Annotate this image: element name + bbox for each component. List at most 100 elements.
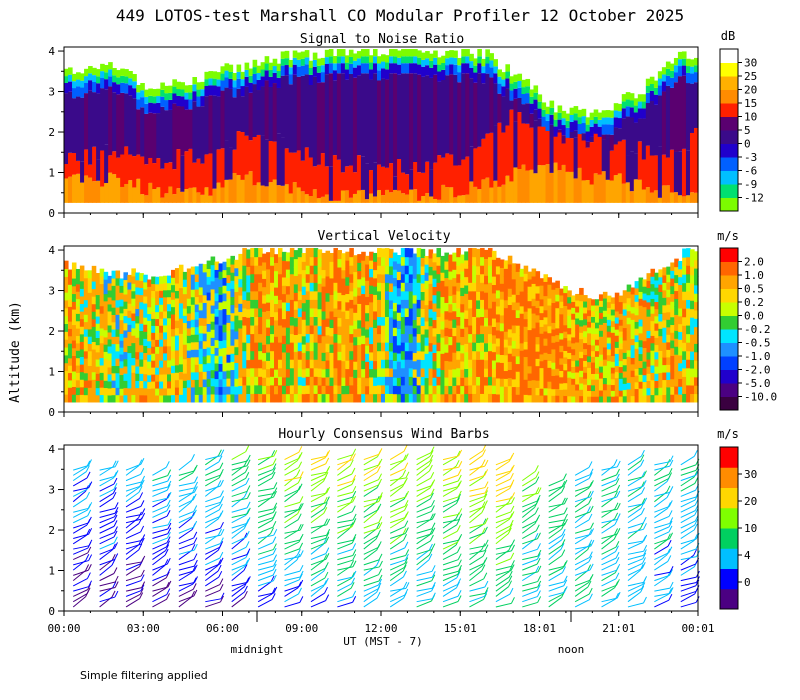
wind-barb-flag [484, 517, 489, 525]
velocity-cell [67, 328, 73, 337]
velocity-cell [551, 368, 556, 376]
wind-barb-flag [87, 516, 92, 524]
snr-cell [332, 200, 338, 203]
wind-barb [205, 534, 222, 540]
velocity-cell [107, 338, 113, 347]
snr-cell [276, 185, 282, 203]
velocity-cell [262, 319, 267, 329]
snr-cell [401, 56, 406, 64]
velocity-cell [571, 325, 576, 332]
velocity-cell [75, 335, 81, 344]
velocity-cell [285, 252, 291, 262]
velocity-cell [131, 283, 136, 292]
velocity-cell [178, 356, 184, 365]
velocity-cell [682, 308, 687, 318]
wind-barb-flag [535, 565, 540, 573]
wind-barb [495, 516, 512, 524]
velocity-cell [515, 263, 521, 272]
wind-barb-flag [243, 490, 248, 498]
velocity-cell [250, 342, 255, 352]
snr-cell [112, 151, 117, 175]
velocity-cell [321, 393, 327, 403]
wind-barb [469, 533, 483, 545]
velocity-cell [480, 282, 485, 292]
velocity-cell [602, 371, 608, 379]
wind-barb-flag [324, 586, 328, 594]
velocity-cell [432, 335, 438, 345]
velocity-cell [622, 389, 628, 397]
velocity-cell [111, 387, 117, 396]
velocity-cell [170, 291, 176, 300]
velocity-cell [468, 367, 473, 377]
colorbar-label: -10.0 [744, 391, 777, 404]
velocity-cell [155, 387, 160, 396]
snr-cell [517, 169, 523, 203]
wind-barb-flag [86, 491, 90, 499]
velocity-cell [420, 248, 426, 259]
velocity-cell [670, 301, 675, 310]
wind-barb-flag [324, 471, 329, 479]
snr-cell [605, 110, 611, 118]
velocity-cell [666, 349, 671, 358]
wind-barb [178, 529, 193, 539]
velocity-cell [519, 305, 525, 314]
velocity-cell [610, 297, 616, 304]
velocity-cell [428, 291, 434, 301]
velocity-cell [654, 308, 659, 317]
wind-barb [310, 553, 326, 561]
snr-cell [364, 63, 370, 74]
velocity-cell [79, 295, 85, 305]
snr-cell [405, 63, 410, 74]
velocity-cell [357, 393, 362, 403]
wind-barb [363, 591, 377, 603]
velocity-cell [95, 351, 101, 360]
wind-barb [522, 563, 538, 571]
velocity-cell [638, 339, 644, 348]
velocity-cell [610, 378, 616, 386]
wind-barb-flag [379, 492, 383, 499]
velocity-cell [222, 378, 228, 387]
velocity-cell [634, 307, 640, 316]
wind-barb-flag [537, 565, 542, 573]
wind-barb [152, 577, 167, 587]
velocity-cell [270, 367, 275, 377]
wind-barb [257, 574, 274, 582]
velocity-cell [555, 395, 560, 403]
wind-barb [495, 602, 512, 608]
snr-cell [597, 119, 603, 127]
wind-barb-flag [167, 491, 172, 499]
snr-cell [533, 92, 539, 100]
velocity-cell [107, 303, 113, 312]
velocity-cell [163, 394, 168, 403]
velocity-cell [262, 294, 267, 304]
velocity-cell [511, 332, 517, 341]
snr-cell [100, 186, 105, 203]
velocity-cell [420, 274, 426, 284]
wind-barb-flag [246, 459, 251, 466]
velocity-cell [313, 248, 319, 258]
velocity-cell [254, 290, 259, 300]
velocity-cell [135, 351, 140, 360]
wind-barb [257, 517, 274, 524]
snr-cell [653, 87, 659, 95]
velocity-cell [301, 360, 307, 370]
velocity-cell [527, 380, 533, 389]
velocity-cell [341, 253, 346, 263]
snr-cell [485, 177, 490, 203]
snr-cell [328, 49, 334, 57]
velocity-cell [579, 319, 584, 327]
velocity-cell [583, 318, 588, 326]
velocity-cell [210, 264, 216, 274]
velocity-cell [258, 350, 263, 360]
wind-barb-flag [272, 458, 277, 465]
velocity-cell [155, 381, 160, 389]
velocity-cell [614, 389, 620, 397]
velocity-cell [277, 256, 283, 266]
velocity-cell [163, 366, 168, 375]
velocity-cell [670, 355, 675, 364]
snr-cell [156, 88, 161, 97]
wind-barb [99, 497, 114, 508]
wind-barb [178, 492, 193, 503]
velocity-cell [131, 349, 136, 358]
wind-barb [231, 583, 247, 592]
